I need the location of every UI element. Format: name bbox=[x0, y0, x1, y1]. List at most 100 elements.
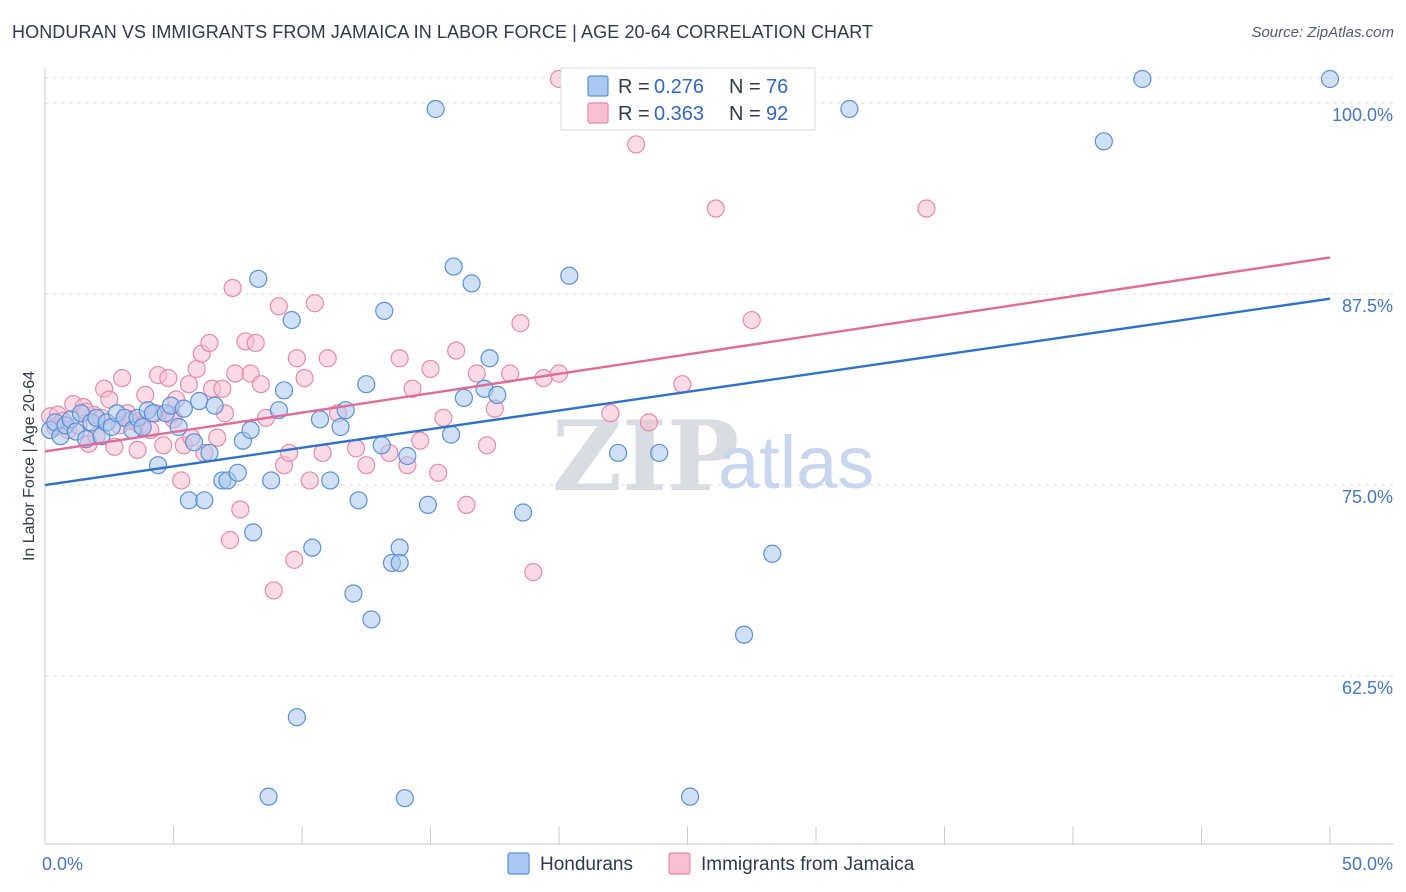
point-honduran-27 bbox=[190, 391, 209, 411]
point-jamaica-58 bbox=[313, 443, 332, 463]
stats-legend: R = 0.276 N = 76 R = 0.363 N = 92 bbox=[560, 67, 816, 131]
point-honduran-33 bbox=[228, 463, 247, 482]
point-honduran-67 bbox=[488, 385, 507, 404]
y-tick-label-2: 87.5% bbox=[1342, 296, 1393, 316]
point-honduran-74 bbox=[763, 544, 782, 563]
point-jamaica-85 bbox=[742, 310, 761, 330]
point-honduran-54 bbox=[375, 301, 394, 320]
legend-r-value-2: 0.363 bbox=[654, 103, 704, 125]
point-jamaica-74 bbox=[477, 436, 497, 455]
point-honduran-40 bbox=[274, 381, 294, 400]
point-honduran-70 bbox=[609, 443, 628, 463]
legend-swatch-hondurans bbox=[587, 75, 609, 97]
point-jamaica-38 bbox=[208, 428, 227, 447]
point-honduran-43 bbox=[259, 787, 278, 806]
point-jamaica-62 bbox=[357, 456, 376, 475]
legend-n-value-1: 76 bbox=[766, 76, 788, 98]
point-jamaica-61 bbox=[346, 439, 366, 458]
point-honduran-26 bbox=[184, 433, 204, 452]
legend-r-value-1: 0.276 bbox=[654, 76, 704, 98]
point-honduran-44 bbox=[303, 538, 322, 557]
legend-r-label-1: R = bbox=[618, 76, 650, 98]
point-honduran-75 bbox=[1094, 132, 1113, 151]
point-jamaica-78 bbox=[524, 562, 543, 582]
point-honduran-35 bbox=[241, 420, 260, 440]
point-jamaica-46 bbox=[246, 333, 265, 353]
point-honduran-68 bbox=[513, 503, 533, 522]
source-label: Source: ZipAtlas.com bbox=[1251, 24, 1394, 41]
point-honduran-24 bbox=[174, 399, 193, 418]
point-jamaica-21 bbox=[136, 385, 155, 404]
point-honduran-73 bbox=[734, 625, 754, 644]
point-jamaica-39 bbox=[213, 379, 232, 398]
point-jamaica-50 bbox=[269, 297, 288, 316]
point-honduran-20 bbox=[148, 456, 168, 475]
point-honduran-79 bbox=[426, 99, 445, 119]
point-honduran-42 bbox=[287, 708, 306, 727]
point-jamaica-19 bbox=[128, 440, 147, 459]
point-jamaica-71 bbox=[447, 341, 466, 360]
point-jamaica-26 bbox=[159, 368, 178, 388]
point-honduran-37 bbox=[249, 269, 268, 288]
series-legend-swatch-hondurans bbox=[507, 852, 530, 875]
point-jamaica-54 bbox=[287, 349, 306, 368]
y-axis-title: In Labor Force | Age 20-64 bbox=[21, 371, 38, 561]
series-legend-label-jamaica: Immigrants from Jamaica bbox=[701, 854, 915, 875]
chart-title: HONDURAN VS IMMIGRANTS FROM JAMAICA IN L… bbox=[12, 22, 874, 42]
point-jamaica-82 bbox=[639, 413, 659, 432]
point-jamaica-84 bbox=[706, 199, 725, 218]
y-tick-label-3: 100.0% bbox=[1332, 105, 1393, 125]
point-honduran-53 bbox=[372, 436, 391, 455]
trend-line-jamaica bbox=[44, 256, 1331, 453]
x-tick-label-0: 0.0% bbox=[42, 854, 83, 874]
point-honduran-78 bbox=[840, 99, 859, 119]
point-jamaica-77 bbox=[511, 314, 530, 333]
point-jamaica-52 bbox=[280, 443, 299, 463]
point-honduran-72 bbox=[680, 787, 700, 806]
point-honduran-63 bbox=[454, 388, 474, 408]
point-honduran-61 bbox=[441, 425, 461, 444]
legend-n-value-2: 92 bbox=[766, 103, 788, 125]
point-honduran-58 bbox=[398, 446, 417, 466]
point-jamaica-36 bbox=[200, 333, 219, 353]
axes bbox=[44, 68, 1394, 845]
point-honduran-25 bbox=[179, 491, 199, 510]
x-tick-labels: 0.0% 50.0% bbox=[42, 854, 1393, 874]
point-jamaica-49 bbox=[264, 581, 283, 600]
point-honduran-71 bbox=[650, 443, 669, 463]
point-jamaica-88 bbox=[223, 278, 242, 298]
point-honduran-62 bbox=[444, 257, 463, 276]
point-jamaica-66 bbox=[403, 379, 422, 398]
legend-r-label-2: R = bbox=[618, 103, 650, 125]
point-honduran-29 bbox=[200, 443, 219, 463]
point-jamaica-83 bbox=[673, 375, 692, 394]
series-legend-label-hondurans: Hondurans bbox=[540, 854, 633, 875]
point-jamaica-13 bbox=[100, 390, 119, 409]
point-jamaica-43 bbox=[231, 500, 250, 519]
point-honduran-66 bbox=[480, 349, 499, 368]
point-honduran-28 bbox=[195, 491, 214, 510]
watermark-atlas: atlas bbox=[718, 421, 874, 504]
point-honduran-69 bbox=[560, 266, 579, 285]
point-jamaica-16 bbox=[112, 368, 132, 388]
point-honduran-64 bbox=[462, 274, 481, 293]
point-jamaica-68 bbox=[421, 359, 440, 379]
watermark: ZIP atlas bbox=[552, 400, 874, 513]
point-jamaica-55 bbox=[295, 368, 314, 388]
point-honduran-60 bbox=[395, 789, 414, 808]
point-jamaica-86 bbox=[626, 135, 646, 154]
y-tick-label-0: 62.5% bbox=[1342, 678, 1393, 698]
point-jamaica-87 bbox=[917, 199, 936, 218]
point-jamaica-41 bbox=[220, 530, 240, 550]
legend-n-label-2: N = bbox=[729, 103, 761, 125]
point-honduran-52 bbox=[362, 610, 381, 629]
point-jamaica-31 bbox=[179, 375, 199, 394]
point-jamaica-72 bbox=[457, 495, 476, 514]
point-honduran-47 bbox=[331, 417, 350, 437]
point-honduran-45 bbox=[310, 410, 330, 429]
point-honduran-59 bbox=[418, 495, 438, 514]
point-jamaica-64 bbox=[390, 349, 409, 368]
point-jamaica-70 bbox=[434, 408, 453, 427]
y-tick-label-1: 75.0% bbox=[1342, 487, 1393, 507]
